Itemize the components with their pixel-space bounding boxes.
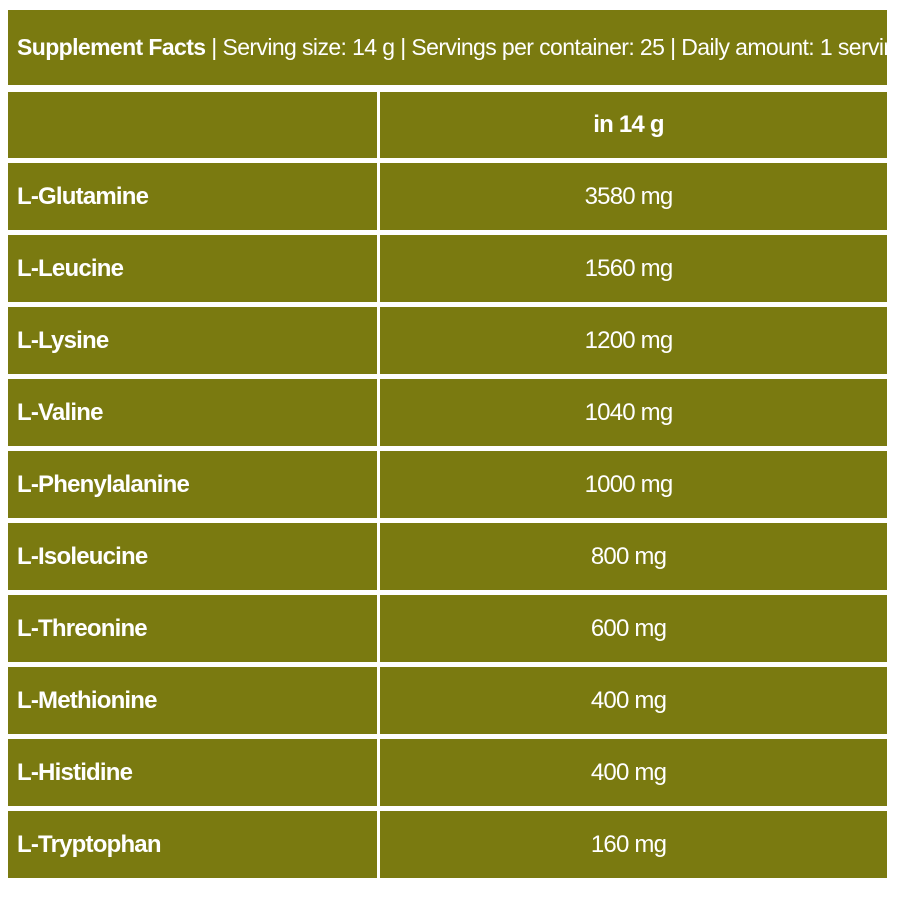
header-value-cell: in 14 g — [380, 92, 887, 158]
ingredient-name: L-Valine — [8, 379, 377, 446]
table-row: L-Valine 1040 mg — [8, 379, 887, 446]
ingredient-amount: 1040 mg — [380, 379, 887, 446]
ingredient-name: L-Isoleucine — [8, 523, 377, 590]
table-row: L-Phenylalanine 1000 mg — [8, 451, 887, 518]
facts-grid: in 14 g L-Glutamine 3580 mg L-Leucine 15… — [8, 92, 887, 878]
ingredient-name: L-Glutamine — [8, 163, 377, 230]
table-row: L-Lysine 1200 mg — [8, 307, 887, 374]
table-row: L-Histidine 400 mg — [8, 739, 887, 806]
ingredient-amount: 600 mg — [380, 595, 887, 662]
header-name-cell — [8, 92, 377, 158]
table-title: Supplement Facts | Serving size: 14 g | … — [8, 10, 887, 85]
ingredient-name: L-Tryptophan — [8, 811, 377, 878]
supplement-facts-table: Supplement Facts | Serving size: 14 g | … — [8, 10, 887, 886]
ingredient-amount: 400 mg — [380, 739, 887, 806]
ingredient-name: L-Lysine — [8, 307, 377, 374]
ingredient-amount: 1000 mg — [380, 451, 887, 518]
ingredient-name: L-Phenylalanine — [8, 451, 377, 518]
ingredient-amount: 400 mg — [380, 667, 887, 734]
title-details: | Serving size: 14 g | Servings per cont… — [211, 34, 887, 60]
ingredient-name: L-Histidine — [8, 739, 377, 806]
ingredient-amount: 1200 mg — [380, 307, 887, 374]
ingredient-name: L-Methionine — [8, 667, 377, 734]
ingredient-amount: 160 mg — [380, 811, 887, 878]
ingredient-amount: 800 mg — [380, 523, 887, 590]
table-row: L-Leucine 1560 mg — [8, 235, 887, 302]
table-row: L-Tryptophan 160 mg — [8, 811, 887, 878]
ingredient-amount: 1560 mg — [380, 235, 887, 302]
table-row: L-Glutamine 3580 mg — [8, 163, 887, 230]
table-row: L-Isoleucine 800 mg — [8, 523, 887, 590]
header-row: in 14 g — [8, 92, 887, 158]
table-row: L-Threonine 600 mg — [8, 595, 887, 662]
title-bold: Supplement Facts — [17, 34, 206, 60]
table-row: L-Methionine 400 mg — [8, 667, 887, 734]
ingredient-name: L-Threonine — [8, 595, 377, 662]
ingredient-name: L-Leucine — [8, 235, 377, 302]
ingredient-amount: 3580 mg — [380, 163, 887, 230]
